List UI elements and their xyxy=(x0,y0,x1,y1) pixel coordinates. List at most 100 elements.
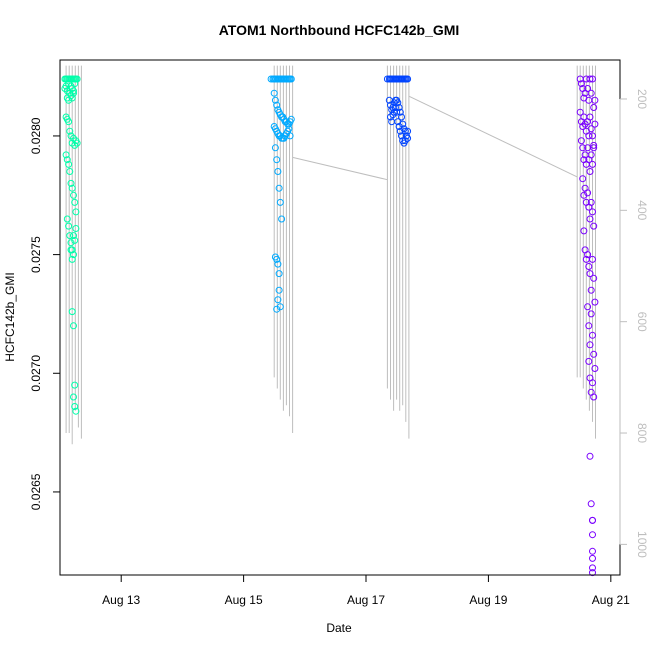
data-point-s1-59 xyxy=(275,270,283,278)
data-point-s3-11 xyxy=(590,104,598,111)
data-point-s3-70 xyxy=(587,500,595,508)
data-point-s0-44 xyxy=(72,208,80,216)
data-point-s1-46 xyxy=(271,144,279,152)
data-point-s3-43 xyxy=(586,215,594,223)
x-tick-label-0: Aug 13 xyxy=(102,593,140,607)
data-point-s0-53 xyxy=(68,308,76,316)
data-point-s0-61 xyxy=(70,232,77,240)
data-point-s0-35 xyxy=(73,139,81,147)
data-point-s0-56 xyxy=(70,393,77,401)
data-point-s1-44 xyxy=(285,125,293,133)
data-point-s0-48 xyxy=(67,239,75,247)
data-point-s3-68 xyxy=(590,393,598,401)
secondary-tick-label-1: 400 xyxy=(635,200,649,220)
data-point-s2-42 xyxy=(398,132,405,140)
data-point-s2-41 xyxy=(396,127,404,135)
data-point-s3-54 xyxy=(589,255,596,263)
data-point-s0-45 xyxy=(63,215,71,223)
data-point-s3-75 xyxy=(589,564,596,572)
data-point-s1-56 xyxy=(276,303,284,311)
data-point-s0-38 xyxy=(65,160,73,168)
data-point-s3-47 xyxy=(580,227,588,235)
y-axis-ticks: 0.0265 0.0270 0.0275 0.0280 xyxy=(29,117,60,510)
data-point-s0-33 xyxy=(71,141,79,149)
data-point-s0-47 xyxy=(66,232,74,240)
data-point-s2-39 xyxy=(394,118,402,126)
data-point-s0-52 xyxy=(72,225,80,232)
data-point-s2-45 xyxy=(401,137,409,145)
data-point-s0-54 xyxy=(70,322,77,330)
data-point-s3-56 xyxy=(591,298,599,306)
data-point-s1-47 xyxy=(273,156,281,164)
x-tick-label-3: Aug 19 xyxy=(469,593,507,607)
data-point-s0-24 xyxy=(68,94,76,102)
data-point-s0-28 xyxy=(65,118,73,126)
data-point-s3-26 xyxy=(577,137,585,145)
data-point-s3-9 xyxy=(587,89,595,97)
data-point-s3-21 xyxy=(586,113,594,121)
y-tick-label-2: 0.0275 xyxy=(29,236,43,273)
x-tick-label-4: Aug 21 xyxy=(592,593,630,607)
data-point-s0-39 xyxy=(66,168,74,175)
y-tick-label-0: 0.0265 xyxy=(29,473,43,510)
data-point-s3-37 xyxy=(579,175,587,183)
data-point-s3-24 xyxy=(590,141,598,149)
chart-title: ATOM1 Northbound HCFC142b_GMI xyxy=(219,22,460,38)
data-point-s3-38 xyxy=(580,191,588,199)
data-point-s1-19 xyxy=(273,101,281,109)
pressure-trace-29 xyxy=(408,95,578,178)
data-point-s3-25 xyxy=(591,120,599,128)
data-point-s1-50 xyxy=(276,198,284,206)
data-point-s3-1 xyxy=(577,80,585,88)
data-point-s3-41 xyxy=(584,189,592,197)
data-point-s3-33 xyxy=(586,168,594,175)
data-point-s1-31 xyxy=(287,115,295,123)
y-axis-label: HCFC142b_GMI xyxy=(3,272,17,361)
data-point-s3-8 xyxy=(586,75,594,83)
data-point-s3-6 xyxy=(584,85,592,92)
data-point-s3-74 xyxy=(589,554,596,562)
data-point-s3-64 xyxy=(585,357,593,365)
data-point-s0-51 xyxy=(71,236,79,244)
data-point-s3-73 xyxy=(589,547,596,555)
data-point-s3-35 xyxy=(589,160,596,168)
y-tick-label-1: 0.0270 xyxy=(29,355,43,392)
data-point-s0-40 xyxy=(67,179,75,187)
data-point-s0-37 xyxy=(63,156,71,164)
data-point-s2-37 xyxy=(391,104,399,111)
data-point-s1-57 xyxy=(273,305,281,313)
x-tick-label-2: Aug 17 xyxy=(347,593,385,607)
data-point-s3-15 xyxy=(579,123,587,130)
data-point-s2-30 xyxy=(401,127,409,135)
data-point-s2-38 xyxy=(393,108,401,116)
plot-frame xyxy=(59,59,621,576)
data-point-s1-51 xyxy=(278,215,286,223)
data-point-s3-55 xyxy=(590,274,598,282)
pressure-trace-28 xyxy=(292,156,388,181)
data-point-s3-20 xyxy=(585,132,593,140)
data-point-s3-46 xyxy=(590,222,598,230)
x-axis-ticks: Aug 13 Aug 15 Aug 17 Aug 19 Aug 21 xyxy=(102,574,630,607)
data-point-s1-55 xyxy=(275,286,283,294)
data-point-s3-59 xyxy=(586,341,594,349)
secondary-tick-label-4: 1000 xyxy=(635,531,649,558)
data-point-s0-59 xyxy=(67,246,75,254)
data-point-s2-36 xyxy=(390,108,398,116)
y-tick-label-3: 0.0280 xyxy=(29,117,43,154)
x-axis-label: Date xyxy=(326,621,352,635)
secondary-axis-ticks: 200 400 600 800 1000 xyxy=(619,89,649,558)
data-point-s0-46 xyxy=(65,222,73,230)
data-point-s1-18 xyxy=(271,96,279,104)
data-points xyxy=(61,75,599,577)
secondary-tick-label-2: 600 xyxy=(635,312,649,332)
data-point-s3-62 xyxy=(590,350,598,358)
data-point-s2-47 xyxy=(404,127,412,135)
data-point-s0-36 xyxy=(62,151,70,159)
data-point-s3-12 xyxy=(591,96,599,104)
data-point-s3-60 xyxy=(587,310,595,318)
data-point-s2-27 xyxy=(398,113,405,121)
data-point-s0-19 xyxy=(71,80,79,88)
data-point-s1-16 xyxy=(287,75,295,83)
data-point-s1-58 xyxy=(274,296,282,304)
data-point-s1-45 xyxy=(286,132,294,140)
